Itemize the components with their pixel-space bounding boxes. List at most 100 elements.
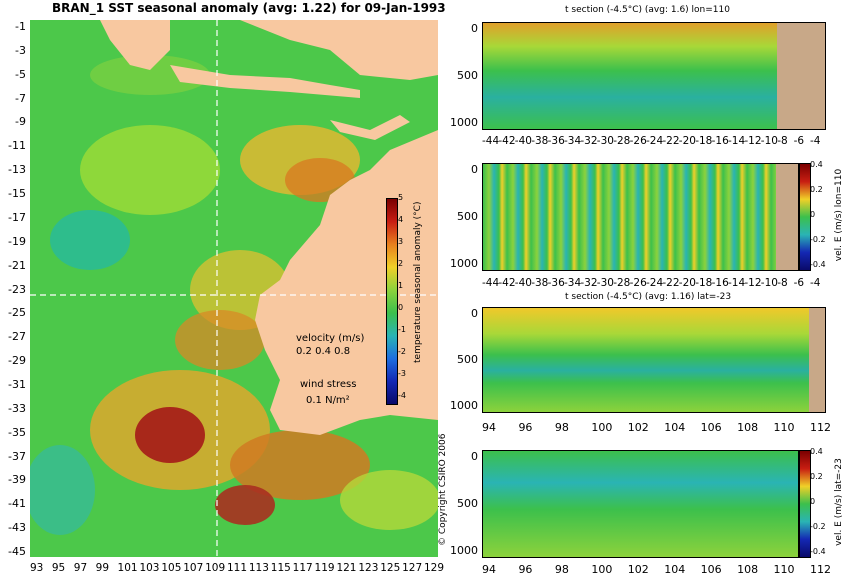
y-tick-label: -7 bbox=[15, 91, 26, 105]
y-tick-label: 3 bbox=[398, 237, 404, 246]
y-tick-label: -1 bbox=[15, 20, 26, 33]
wind-legend-value: 0.1 N/m² bbox=[306, 395, 350, 406]
land-sumatra bbox=[100, 20, 170, 70]
panel2-y-axis: 0 500 1000 bbox=[448, 163, 480, 270]
x-tick-label: 100 bbox=[591, 421, 613, 434]
y-tick-label: 0.2 bbox=[810, 185, 823, 194]
panel3-x-axis: 94 96 98 100 102 104 106 108 110 112 bbox=[482, 421, 831, 435]
x-tick-label: 94 bbox=[482, 421, 496, 434]
y-tick-label: -11 bbox=[8, 139, 26, 153]
x-tick-label: 108 bbox=[737, 421, 759, 434]
x-tick-label: -28 bbox=[613, 277, 631, 289]
y-tick-label: 2 bbox=[398, 259, 404, 268]
y-tick-label: -1 bbox=[398, 325, 406, 334]
x-tick-label: 104 bbox=[664, 421, 686, 434]
map-y-axis: -1 -3 -5 -7 -9 -11 -13 -15 -17 -19 -21 -23 -25 -27 -29… bbox=[0, 20, 28, 558]
x-tick-label: -14 bbox=[728, 277, 746, 289]
wind-legend-title: wind stress bbox=[300, 379, 357, 390]
x-tick-label: -12 bbox=[744, 135, 762, 147]
land-borneo bbox=[240, 20, 438, 80]
x-tick-label: 101 bbox=[117, 562, 138, 574]
panel2-plot[interactable] bbox=[482, 163, 799, 271]
x-tick-label: -34 bbox=[564, 277, 582, 289]
y-tick-label: -25 bbox=[8, 306, 26, 320]
x-tick-label: -16 bbox=[711, 277, 729, 289]
x-tick-label: 105 bbox=[161, 562, 182, 574]
y-tick-label: -0.4 bbox=[810, 547, 826, 556]
y-tick-label: 4 bbox=[398, 215, 404, 224]
x-tick-label: -4 bbox=[810, 135, 821, 147]
panel3-title: t section (-4.5°C) (avg: 1.16) lat=-23 bbox=[565, 292, 732, 302]
panel3-y-axis: 0 500 1000 bbox=[448, 307, 480, 412]
x-tick-label: -44 bbox=[482, 135, 500, 147]
map-svg bbox=[25, 20, 440, 557]
x-tick-label: 106 bbox=[700, 421, 722, 434]
y-tick-label: 1000 bbox=[450, 399, 478, 412]
x-tick-label: -44 bbox=[482, 277, 500, 289]
map-colorbar-ticks: 5 4 3 2 1 0 -1 -2 -3 -4 bbox=[398, 193, 412, 403]
x-tick-label: -30 bbox=[596, 135, 614, 147]
y-tick-label: -23 bbox=[8, 282, 26, 296]
x-tick-label: 127 bbox=[402, 562, 423, 574]
map-title: BRAN_1 SST seasonal anomaly (avg: 1.22) … bbox=[52, 1, 446, 15]
x-tick-label: -42 bbox=[498, 135, 516, 147]
map-colorbar-label: temperature seasonal anomaly (°C) bbox=[413, 201, 423, 363]
y-tick-label: -0.4 bbox=[810, 260, 826, 269]
x-tick-label: 129 bbox=[424, 562, 445, 574]
x-tick-label: 106 bbox=[700, 563, 722, 576]
x-tick-label: -32 bbox=[580, 135, 598, 147]
land-timor bbox=[330, 115, 410, 140]
y-tick-label: 0.4 bbox=[810, 447, 823, 456]
panel1-plot[interactable] bbox=[482, 22, 826, 130]
x-tick-label: -6 bbox=[793, 135, 805, 147]
panel1-title: t section (-4.5°C) (avg: 1.6) lon=110 bbox=[565, 5, 730, 15]
anomaly-patch bbox=[80, 125, 220, 215]
y-tick-label: 1000 bbox=[450, 544, 478, 557]
x-tick-label: -36 bbox=[547, 277, 565, 289]
anomaly-patch bbox=[230, 430, 370, 500]
map-panel[interactable]: 5 4 3 2 1 0 -1 -2 -3 -4 temperature seasonal anom… bbox=[25, 20, 440, 557]
x-tick-label: -14 bbox=[728, 135, 746, 147]
x-tick-label: 100 bbox=[591, 563, 613, 576]
x-tick-label: 111 bbox=[227, 562, 248, 574]
x-tick-label: 104 bbox=[664, 563, 686, 576]
panel4-plot[interactable] bbox=[482, 450, 799, 558]
x-tick-label: -6 bbox=[793, 277, 805, 289]
panel2-colorbar-ticks: 0.4 0.2 0 -0.2 -0.4 bbox=[810, 160, 834, 272]
y-tick-label: -31 bbox=[8, 377, 26, 391]
x-tick-label: -20 bbox=[678, 135, 696, 147]
x-tick-label: 112 bbox=[810, 563, 831, 576]
anomaly-patch bbox=[25, 445, 95, 535]
x-tick-label: 94 bbox=[482, 563, 496, 576]
x-tick-label: 103 bbox=[139, 562, 160, 574]
y-tick-label: -3 bbox=[15, 43, 26, 57]
x-tick-label: 113 bbox=[248, 562, 269, 574]
y-tick-label: 0 bbox=[810, 210, 816, 219]
y-tick-label: -39 bbox=[8, 473, 26, 487]
y-tick-label: 5 bbox=[398, 193, 404, 202]
x-tick-label: -30 bbox=[596, 277, 614, 289]
panel4-x-axis: 94 96 98 100 102 104 106 108 110 112 bbox=[482, 563, 831, 577]
y-tick-label: -0.2 bbox=[810, 522, 826, 531]
y-tick-label: 0.2 bbox=[810, 472, 823, 481]
x-tick-label: -10 bbox=[760, 277, 778, 289]
panel2-x-axis: -44 -42 -40 -38 -36 -34 -32 -30 -28 -26 -24 -22 -20-… bbox=[482, 277, 824, 291]
x-tick-label: -38 bbox=[531, 277, 549, 289]
x-tick-label: 110 bbox=[773, 563, 795, 576]
y-tick-label: 500 bbox=[457, 497, 478, 510]
panel1-x-axis: -44 -42 -40 -38 -36 -34 -32 -30 -28 -26 -24 -22 -20-… bbox=[482, 135, 824, 149]
y-tick-label: -19 bbox=[8, 234, 26, 248]
anomaly-patch bbox=[340, 470, 440, 530]
panel3-plot[interactable] bbox=[482, 307, 826, 413]
y-tick-label: -43 bbox=[8, 521, 26, 535]
y-tick-label: -3 bbox=[398, 369, 406, 378]
y-tick-label: -2 bbox=[398, 347, 406, 356]
velocity-legend-values: 0.2 0.4 0.8 bbox=[296, 346, 351, 357]
panel4-colorbar bbox=[799, 450, 811, 558]
anomaly-patch bbox=[90, 55, 210, 95]
x-tick-label: -20 bbox=[678, 277, 696, 289]
x-tick-label: 123 bbox=[358, 562, 379, 574]
x-tick-label: -8 bbox=[777, 135, 788, 147]
x-tick-label: -10 bbox=[760, 135, 778, 147]
y-tick-label: -33 bbox=[8, 401, 26, 415]
